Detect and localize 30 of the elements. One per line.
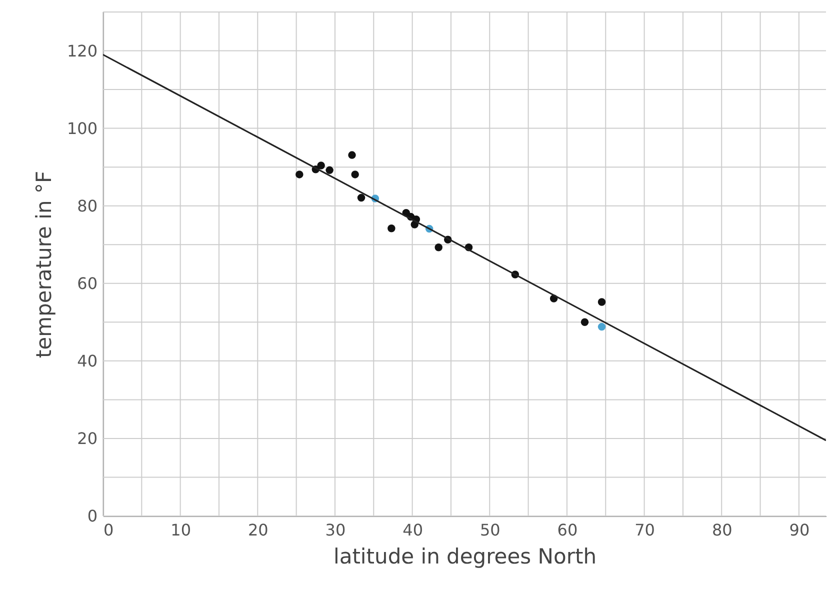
x-tick-label: 30 <box>325 520 346 540</box>
point <box>351 170 359 178</box>
y-tick-label: 20 <box>77 428 98 448</box>
point <box>434 243 442 252</box>
x-tick-label: 20 <box>248 520 268 540</box>
x-tick-label: 10 <box>170 520 192 540</box>
y-tick-label: 60 <box>77 274 98 293</box>
y-tick-label: 40 <box>77 351 98 370</box>
y-tick-label: 0 <box>87 506 98 526</box>
y-tick-label: 100 <box>66 118 98 138</box>
x-tick-label: 0 <box>104 520 114 540</box>
x-axis-title: latitude in degrees North <box>333 544 597 568</box>
point <box>580 318 589 326</box>
y-axis-title: temperature in °F <box>32 170 56 358</box>
point <box>317 162 325 170</box>
x-tick-label: 70 <box>634 520 655 540</box>
y-tick-label: 120 <box>66 41 98 60</box>
y-tick-label: 80 <box>77 196 98 216</box>
point <box>598 298 606 306</box>
point <box>598 322 606 331</box>
x-tick-label: 50 <box>480 520 500 540</box>
x-tick-label: 60 <box>557 520 578 540</box>
point <box>296 170 304 178</box>
point <box>348 151 356 159</box>
x-tick-label: 80 <box>712 520 732 540</box>
point <box>388 224 396 232</box>
point <box>326 166 334 174</box>
point <box>357 194 366 202</box>
x-tick-label: 40 <box>402 520 423 540</box>
x-tick-label: 90 <box>789 520 810 540</box>
